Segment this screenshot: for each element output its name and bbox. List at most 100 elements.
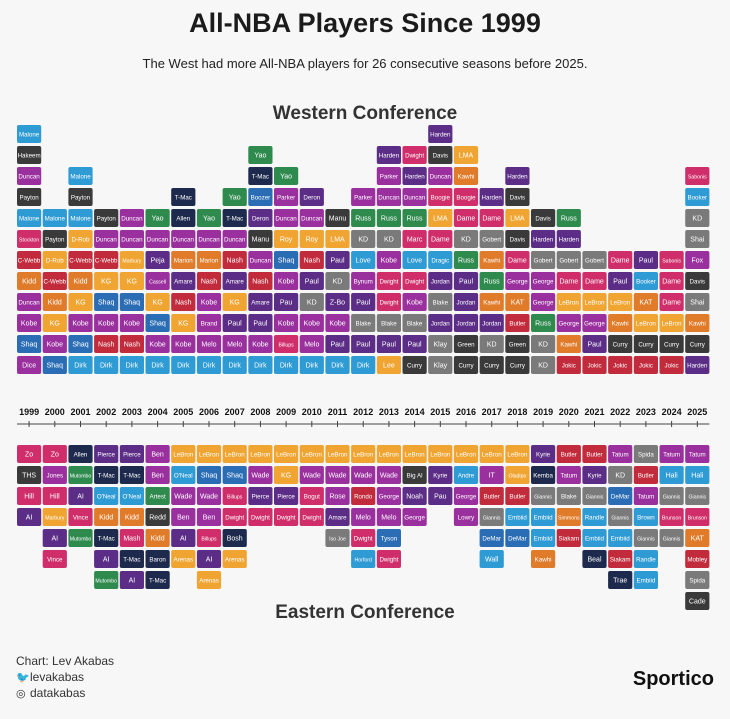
- east-player-tile: Marbury: [42, 508, 67, 526]
- east-tile-rect: [42, 508, 67, 526]
- west-player-tile: Paul: [299, 272, 324, 290]
- west-player-name: Marion: [174, 257, 193, 264]
- east-player-name: Embiid: [585, 535, 604, 542]
- west-tile-rect: [582, 272, 607, 290]
- east-player-tile: LeBron: [248, 445, 273, 463]
- east-player-name: Kawhi: [535, 556, 552, 563]
- west-player-name: Duncan: [18, 299, 40, 306]
- west-player-tile: Green: [505, 335, 530, 353]
- west-player-name: Malone: [70, 173, 91, 180]
- west-player-name: Duncan: [250, 257, 272, 264]
- season-label: 2017: [482, 407, 502, 417]
- west-player-tile: Kobe: [402, 293, 427, 311]
- west-tile-rect: [119, 356, 144, 374]
- west-tile-rect: [659, 356, 684, 374]
- west-player-tile: Duncan: [119, 230, 144, 248]
- east-player-name: O'Neal: [97, 493, 116, 500]
- west-tile-rect: [505, 314, 530, 332]
- west-tile-rect: [274, 314, 299, 332]
- west-tile-rect: [222, 230, 247, 248]
- east-player-tile: Hill: [17, 487, 42, 505]
- east-player-tile: Giannis: [633, 529, 658, 547]
- west-player-tile: KD: [351, 230, 376, 248]
- west-player-name: Paul: [356, 299, 370, 306]
- west-player-name: Parker: [354, 194, 372, 201]
- east-player-tile: Butler: [582, 445, 607, 463]
- west-player-name: Payton: [19, 194, 39, 201]
- west-player-tile: Nash: [299, 251, 324, 269]
- west-player-tile: Klay: [428, 335, 453, 353]
- west-tile-rect: [633, 356, 658, 374]
- east-player-tile: Tatum: [659, 445, 684, 463]
- west-tile-rect: [299, 209, 324, 227]
- west-player-name: Curry: [638, 341, 654, 348]
- west-player-name: KG: [50, 320, 60, 327]
- season-label: 2022: [610, 407, 630, 417]
- west-player-tile: C-Webb: [68, 251, 93, 269]
- west-tile-rect: [453, 146, 479, 164]
- east-player-tile: AI: [42, 529, 67, 547]
- west-player-name: KG: [153, 299, 163, 306]
- east-player-name: Tatum: [637, 493, 654, 500]
- west-player-name: Green: [457, 341, 475, 348]
- west-player-name: Boogie: [456, 194, 476, 201]
- east-player-tile: Wade: [299, 466, 324, 484]
- west-tile-rect: [17, 335, 42, 353]
- west-player-tile: Kobe: [68, 314, 93, 332]
- west-tile-rect: [402, 146, 427, 164]
- east-player-name: Ben: [177, 514, 190, 521]
- credit-text: Chart: Lev Akabas: [16, 654, 115, 668]
- west-player-tile: KD: [325, 272, 350, 290]
- east-tile-rect: [479, 466, 504, 484]
- west-player-name: Brand: [201, 320, 218, 327]
- west-player-tile: Dame: [479, 209, 504, 227]
- west-player-tile: Shai: [685, 293, 710, 311]
- west-tile-rect: [453, 293, 479, 311]
- west-tile-rect: [453, 209, 479, 227]
- east-tile-rect: [608, 529, 633, 547]
- west-tile-rect: [42, 314, 67, 332]
- season-label: 2001: [70, 407, 90, 417]
- east-player-tile: Brunson: [685, 508, 710, 526]
- west-player-name: Dirk: [254, 362, 267, 369]
- east-player-tile: Simmons: [556, 508, 581, 526]
- west-tile-rect: [248, 209, 273, 227]
- west-player-tile: Paul: [325, 251, 350, 269]
- east-tile-rect: [68, 487, 93, 505]
- east-player-tile: Zo: [42, 445, 67, 463]
- east-player-name: Mutombo: [70, 536, 92, 542]
- west-player-name: LeBron: [636, 320, 657, 327]
- east-player-name: Bogut: [304, 493, 320, 500]
- east-tile-rect: [608, 445, 633, 463]
- west-player-name: Boozer: [251, 194, 271, 201]
- west-player-tile: Love: [402, 251, 427, 269]
- west-player-name: Payton: [71, 194, 91, 201]
- west-player-name: Dirk: [177, 362, 190, 369]
- east-tile-rect: [196, 529, 222, 547]
- east-tile-rect: [376, 445, 401, 463]
- east-tile-rect: [428, 487, 453, 505]
- east-tile-rect: [42, 529, 67, 547]
- east-player-name: Butler: [509, 493, 525, 500]
- west-player-name: Duncan: [18, 173, 40, 180]
- west-player-name: Blake: [407, 320, 423, 327]
- twitter-handle[interactable]: 🐦levakabas: [16, 670, 84, 684]
- east-player-name: Blake: [561, 493, 577, 500]
- east-player-name: LeBron: [353, 451, 374, 458]
- west-tile-rect: [94, 251, 119, 269]
- instagram-handle[interactable]: ◎ datakabas: [16, 686, 85, 700]
- west-tile-rect: [171, 293, 196, 311]
- east-player-name: AI: [26, 514, 33, 521]
- east-player-tile: Shaq: [196, 466, 222, 484]
- west-player-name: LMA: [433, 215, 448, 222]
- west-player-tile: Paul: [222, 314, 247, 332]
- east-tile-rect: [94, 508, 119, 526]
- west-player-tile: Parker: [351, 188, 376, 206]
- west-player-name: Klay: [433, 362, 447, 369]
- east-tile-rect: [274, 508, 299, 526]
- west-tile-rect: [659, 272, 684, 290]
- west-player-tile: George: [531, 293, 556, 311]
- east-player-name: Kyrie: [587, 472, 602, 479]
- east-player-name: LeBron: [173, 451, 194, 458]
- west-player-tile: Kawhi: [685, 314, 710, 332]
